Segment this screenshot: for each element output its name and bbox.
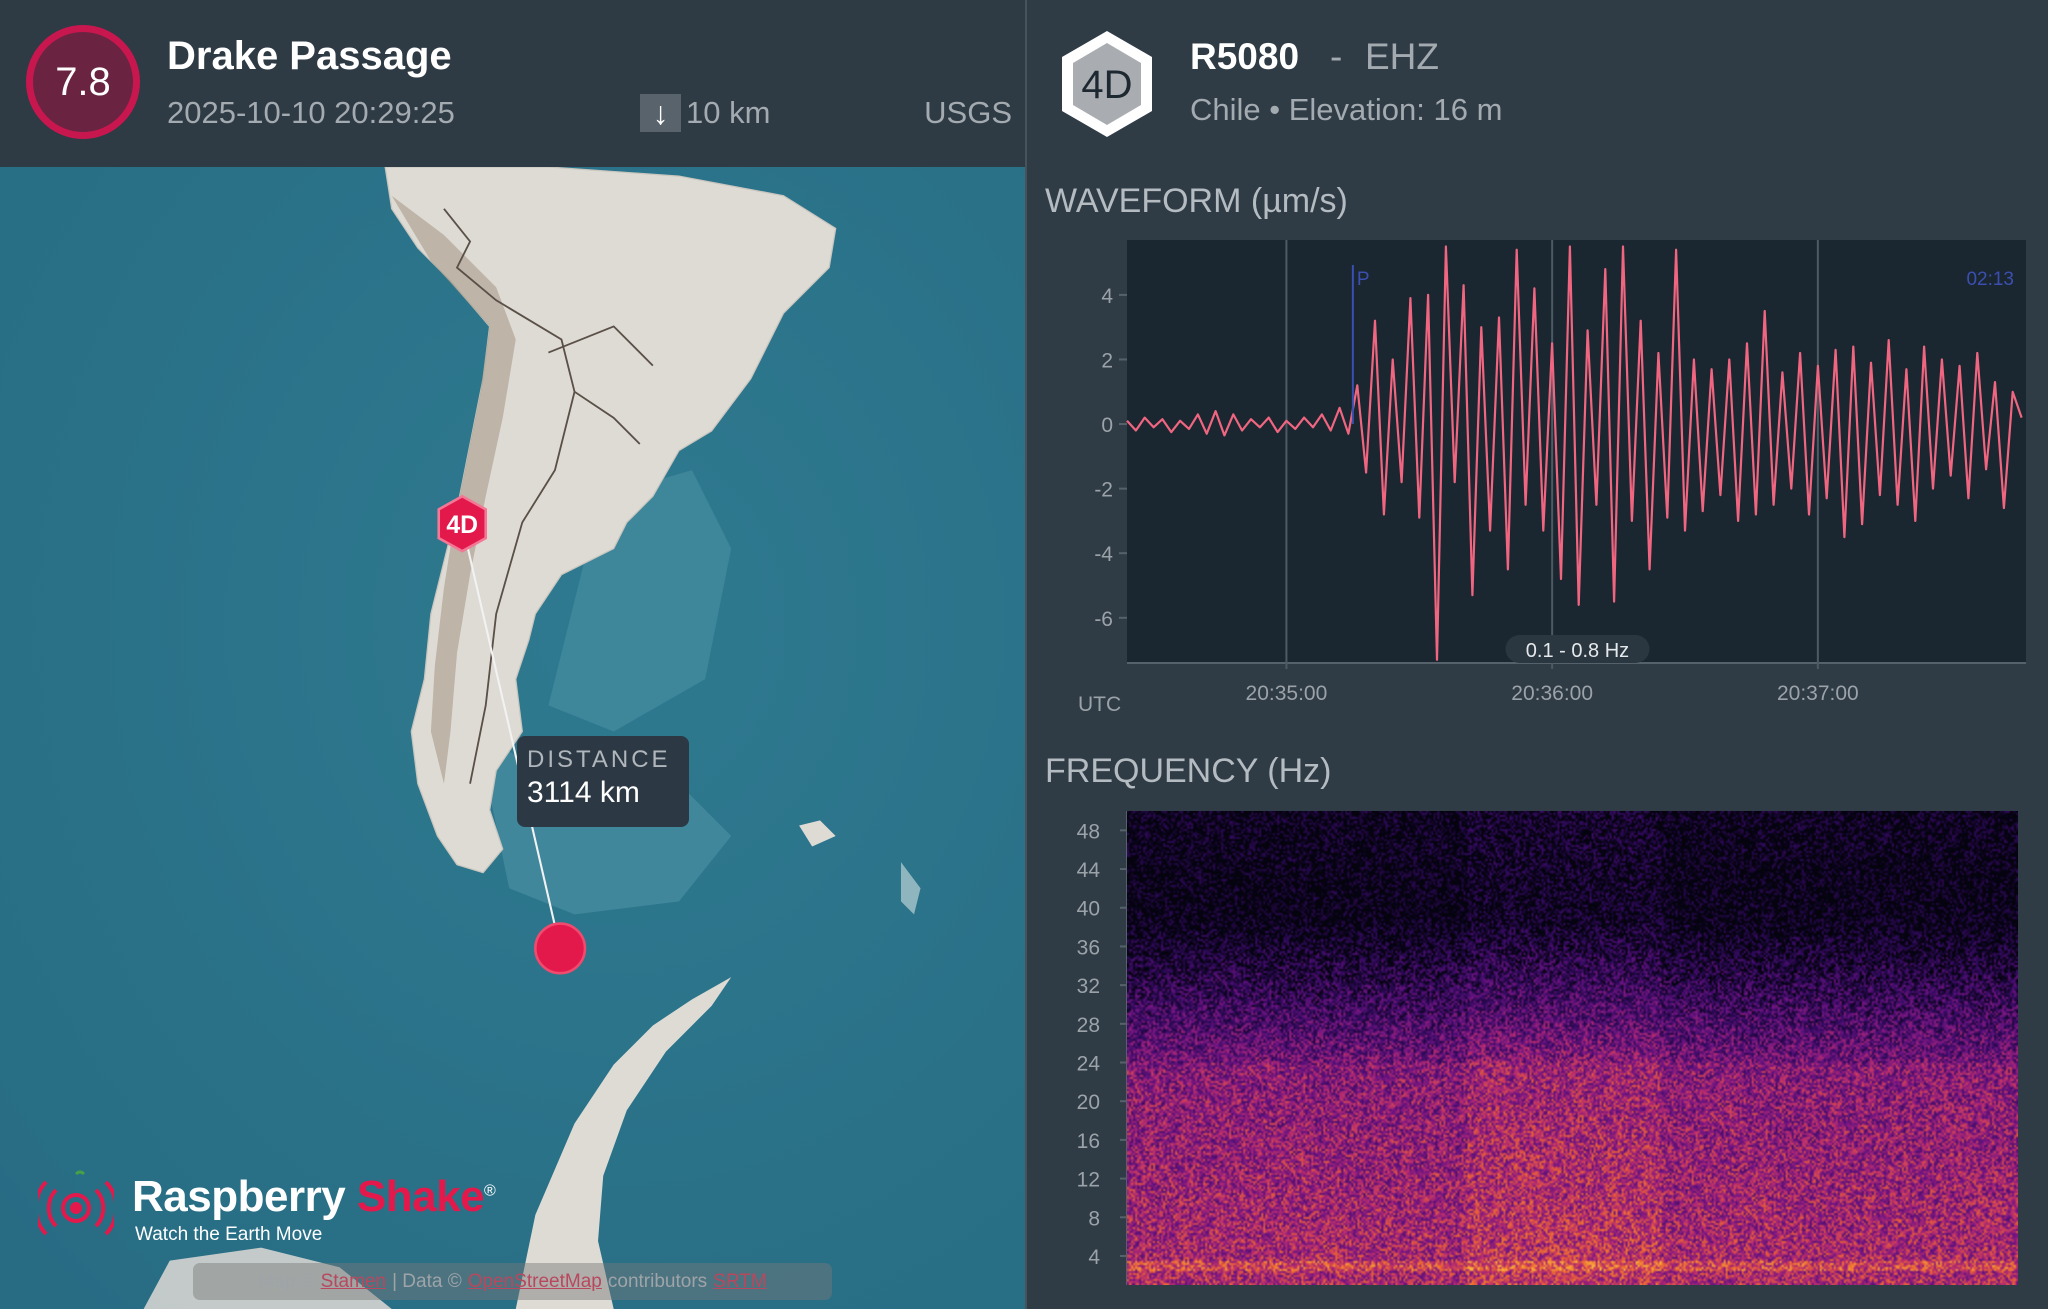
distance-tooltip: DISTANCE 3114 km xyxy=(517,736,689,827)
plot-area xyxy=(1127,240,2026,663)
srtm-link[interactable]: SRTM xyxy=(713,1270,767,1292)
station-location: Chile • Elevation: 16 m xyxy=(1190,92,1503,127)
openstreetmap-link[interactable]: OpenStreetMap xyxy=(467,1270,602,1292)
waveform-chart[interactable]: 20:35:00 20:36:00 20:37:00 4 2 0 -2 -4 -6 UTC P 02:… xyxy=(1030,230,2040,720)
country-borders xyxy=(443,208,654,784)
panel-divider xyxy=(1025,0,1027,1309)
station-marker[interactable] xyxy=(437,494,488,553)
x-tick-label: 20:37:00 xyxy=(1777,682,1859,705)
distance-label: DISTANCE xyxy=(527,746,671,773)
filter-badge-label: 0.1 - 0.8 Hz xyxy=(1526,640,1629,662)
south-georgia xyxy=(900,862,921,915)
y-tick-label: 36 xyxy=(1077,936,1100,959)
station-network-badge: 4D xyxy=(1062,31,1152,137)
y-tick-label: 16 xyxy=(1077,1130,1100,1153)
attribution-text: | Data © xyxy=(392,1270,462,1292)
x-tick-label: 20:36:00 xyxy=(1511,682,1593,705)
raspberry-shake-logo: Raspberry Shake® xyxy=(132,1172,496,1222)
station-badge-label: 4D xyxy=(1081,63,1132,107)
y-tick-label: 44 xyxy=(1077,859,1101,882)
y-tick-label: 40 xyxy=(1077,898,1100,921)
frequency-title: FREQUENCY (Hz) xyxy=(1045,752,1332,790)
andes-mountains xyxy=(391,195,516,784)
map-attribution: Map © Stamen | Data © OpenStreetMap cont… xyxy=(193,1263,832,1300)
x-tick-label: 20:35:00 xyxy=(1246,682,1328,705)
y-tick-label: 48 xyxy=(1077,820,1100,843)
map[interactable]: 4D DISTANCE 3114 km Raspberry Shake® Wat… xyxy=(0,167,1025,1309)
y-tick-label: -2 xyxy=(1094,479,1113,502)
y-tick-label: 4 xyxy=(1088,1246,1100,1269)
y-tick-label: 4 xyxy=(1101,285,1113,308)
elapsed-time-label: 02:13 xyxy=(1966,269,2014,290)
event-source[interactable]: USGS xyxy=(924,95,1012,130)
station-marker-label: 4D xyxy=(446,512,478,539)
magnitude-badge: 7.8 xyxy=(26,25,140,139)
logo-name-accent: Shake xyxy=(356,1172,485,1221)
arrow-down-icon: ↓ xyxy=(640,94,681,132)
distance-value: 3114 km xyxy=(527,776,640,809)
station-code: R5080 xyxy=(1190,36,1300,77)
y-tick-label: 24 xyxy=(1077,1053,1101,1076)
distance-line xyxy=(461,523,562,949)
p-phase-label: P xyxy=(1357,269,1370,290)
y-tick-label: 28 xyxy=(1077,1014,1100,1037)
event-header[interactable]: 7.8 Drake Passage 2025-10-10 20:29:25 ↓ … xyxy=(0,0,1025,167)
event-title: Drake Passage xyxy=(167,34,452,78)
stamen-link[interactable]: Stamen xyxy=(320,1270,387,1292)
logo-tagline: Watch the Earth Move xyxy=(135,1224,323,1245)
falkland-islands xyxy=(799,820,836,847)
raspberry-shake-logo-icon xyxy=(38,1170,114,1236)
timezone-label: UTC xyxy=(1078,693,1121,716)
logo-name: Raspberry xyxy=(132,1172,346,1221)
spectrogram-heatmap[interactable] xyxy=(1127,811,2018,1285)
y-tick-label: 32 xyxy=(1077,975,1100,998)
antarctica xyxy=(143,1247,392,1309)
y-tick-label: 0 xyxy=(1101,414,1113,437)
y-tick-label: 8 xyxy=(1088,1207,1100,1230)
epicenter-marker[interactable] xyxy=(534,922,587,975)
filter-badge xyxy=(1505,635,1650,663)
y-tick-label: 2 xyxy=(1101,349,1113,372)
attribution-text: contributors xyxy=(607,1270,708,1292)
y-tick-label: -6 xyxy=(1094,608,1113,631)
waveform-title: WAVEFORM (µm/s) xyxy=(1045,182,1348,220)
waveform-trace xyxy=(1126,245,2023,661)
antarctic-peninsula xyxy=(515,977,732,1309)
y-tick-label: -4 xyxy=(1094,543,1113,566)
map-canvas[interactable]: 4D xyxy=(0,167,1025,1309)
y-tick-label: 12 xyxy=(1077,1169,1100,1192)
logo-registered: ® xyxy=(484,1182,496,1200)
event-depth: 10 km xyxy=(686,95,771,130)
station-channel[interactable]: EHZ xyxy=(1365,36,1439,77)
attribution-text: Map © xyxy=(258,1270,315,1292)
event-datetime: 2025-10-10 20:29:25 xyxy=(167,95,455,130)
y-tick-label: 20 xyxy=(1077,1091,1100,1114)
station-separator: - xyxy=(1330,36,1343,77)
